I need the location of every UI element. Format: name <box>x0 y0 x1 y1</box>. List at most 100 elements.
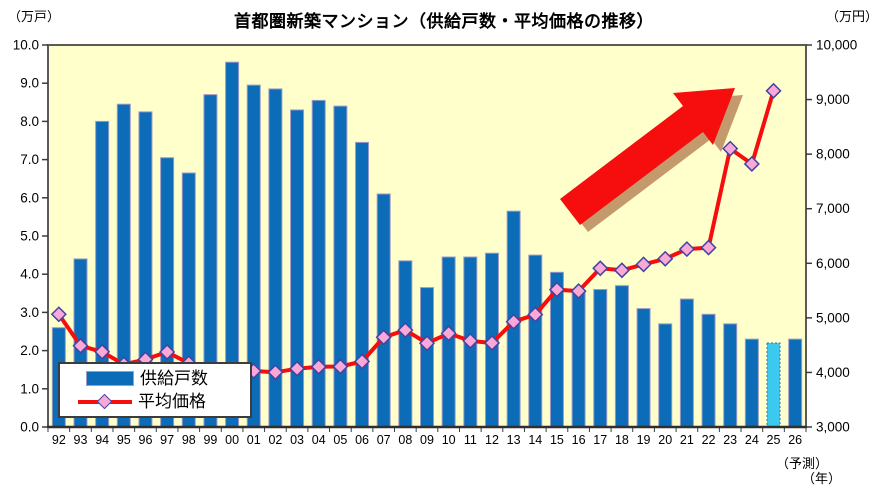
price-marker-20 <box>657 250 674 267</box>
supply-bar-20 <box>658 323 673 428</box>
year-unit-note: （年） <box>801 471 841 486</box>
price-marker-23 <box>722 140 739 157</box>
supply-bar-18 <box>614 285 629 428</box>
svg-text:10,000: 10,000 <box>816 38 857 53</box>
supply-bar-24 <box>744 338 759 428</box>
price-marker-12 <box>483 334 501 352</box>
supply-bar-25 <box>766 342 781 428</box>
svg-text:6,000: 6,000 <box>816 256 850 271</box>
svg-text:21: 21 <box>680 433 694 447</box>
legend-row-price: 平均価格 <box>60 393 250 410</box>
legend-price-swatch-icon <box>78 393 132 409</box>
svg-text:1.0: 1.0 <box>20 381 39 396</box>
legend-supply-label: 供給戸数 <box>140 369 208 388</box>
svg-text:97: 97 <box>160 433 174 447</box>
price-marker-25 <box>765 82 782 99</box>
svg-text:03: 03 <box>290 433 304 447</box>
price-markers-group <box>50 82 782 381</box>
legend-supply-swatch-icon <box>86 371 134 386</box>
price-marker-05 <box>332 358 349 375</box>
legend-price-label: 平均価格 <box>138 392 206 411</box>
svg-text:16: 16 <box>572 433 586 447</box>
supply-bar-03 <box>290 109 305 428</box>
price-marker-10 <box>440 325 457 342</box>
price-marker-22 <box>700 239 717 256</box>
svg-text:13: 13 <box>507 433 521 447</box>
svg-text:11: 11 <box>464 433 477 447</box>
price-marker-14 <box>527 306 544 323</box>
svg-text:08: 08 <box>398 433 412 447</box>
x-axis-year-labels: 92 93 94 95 96 97 98 99 00 01 02 03 04 05 06 07 08 09 10 11… <box>52 433 802 447</box>
price-marker-16 <box>570 283 587 300</box>
svg-text:18: 18 <box>615 433 629 447</box>
svg-text:5,000: 5,000 <box>816 310 850 325</box>
svg-text:7.0: 7.0 <box>20 152 39 167</box>
svg-text:24: 24 <box>745 433 759 447</box>
forecast-note: （予測） <box>775 456 828 471</box>
right-axis-labels: 3,000 4,000 5,000 6,000 7,000 8,000 9,000 10,00… <box>806 38 857 435</box>
trend-arrow-up-icon <box>560 88 735 225</box>
svg-text:17: 17 <box>593 433 607 447</box>
price-marker-19 <box>635 256 652 273</box>
svg-text:0.0: 0.0 <box>20 420 39 435</box>
price-marker-21 <box>678 241 695 258</box>
svg-text:10: 10 <box>442 433 456 447</box>
svg-text:09: 09 <box>420 433 434 447</box>
svg-text:7,000: 7,000 <box>816 201 850 216</box>
supply-bar-22 <box>701 313 716 428</box>
svg-text:2.0: 2.0 <box>20 343 39 358</box>
svg-text:06: 06 <box>355 433 369 447</box>
price-marker-03 <box>288 360 306 377</box>
price-marker-15 <box>548 281 566 298</box>
svg-text:20: 20 <box>658 433 672 447</box>
svg-text:05: 05 <box>333 433 347 447</box>
svg-text:95: 95 <box>117 433 131 447</box>
supply-bar-05 <box>333 105 348 428</box>
svg-text:96: 96 <box>139 433 153 447</box>
price-marker-92 <box>50 306 67 323</box>
price-marker-11 <box>462 332 479 349</box>
supply-bar-06 <box>355 141 370 428</box>
svg-text:4,000: 4,000 <box>816 365 850 380</box>
supply-bar-07 <box>376 193 391 428</box>
supply-bar-16 <box>571 290 586 428</box>
svg-text:3.0: 3.0 <box>20 305 39 320</box>
price-marker-97 <box>159 343 176 361</box>
svg-text:93: 93 <box>74 433 88 447</box>
svg-text:94: 94 <box>95 433 109 447</box>
legend-diamond-icon <box>96 393 113 409</box>
price-marker-13 <box>505 313 522 330</box>
svg-text:19: 19 <box>637 433 651 447</box>
price-marker-06 <box>353 353 371 370</box>
price-marker-24 <box>743 155 760 173</box>
price-marker-04 <box>310 358 327 375</box>
svg-text:92: 92 <box>52 433 66 447</box>
svg-text:98: 98 <box>182 433 196 447</box>
supply-bar-21 <box>679 298 694 428</box>
svg-text:12: 12 <box>485 433 499 447</box>
svg-text:9,000: 9,000 <box>816 92 850 107</box>
supply-bar-17 <box>593 288 608 428</box>
left-axis-labels: 0.0 1.0 2.0 3.0 4.0 5.0 6.0 7.0 8.0 9.0 10.0 <box>13 38 48 435</box>
svg-text:00: 00 <box>225 433 239 447</box>
price-marker-02 <box>267 364 284 381</box>
supply-bar-08 <box>398 260 413 428</box>
svg-text:10.0: 10.0 <box>13 38 39 53</box>
supply-bar-23 <box>723 323 738 428</box>
supply-bar-19 <box>636 308 651 428</box>
price-marker-07 <box>375 329 392 346</box>
svg-text:9.0: 9.0 <box>20 76 39 91</box>
price-line <box>56 88 776 375</box>
supply-bar-09 <box>420 287 434 428</box>
svg-text:02: 02 <box>268 433 282 447</box>
svg-text:5.0: 5.0 <box>20 229 39 244</box>
supply-bar-04 <box>311 99 326 428</box>
legend: 供給戸数 平均価格 <box>58 362 252 418</box>
svg-text:14: 14 <box>528 433 542 447</box>
svg-text:15: 15 <box>550 433 564 447</box>
svg-text:25: 25 <box>767 433 781 447</box>
supply-bar-26 <box>788 338 803 428</box>
supply-bar-10 <box>441 256 456 428</box>
